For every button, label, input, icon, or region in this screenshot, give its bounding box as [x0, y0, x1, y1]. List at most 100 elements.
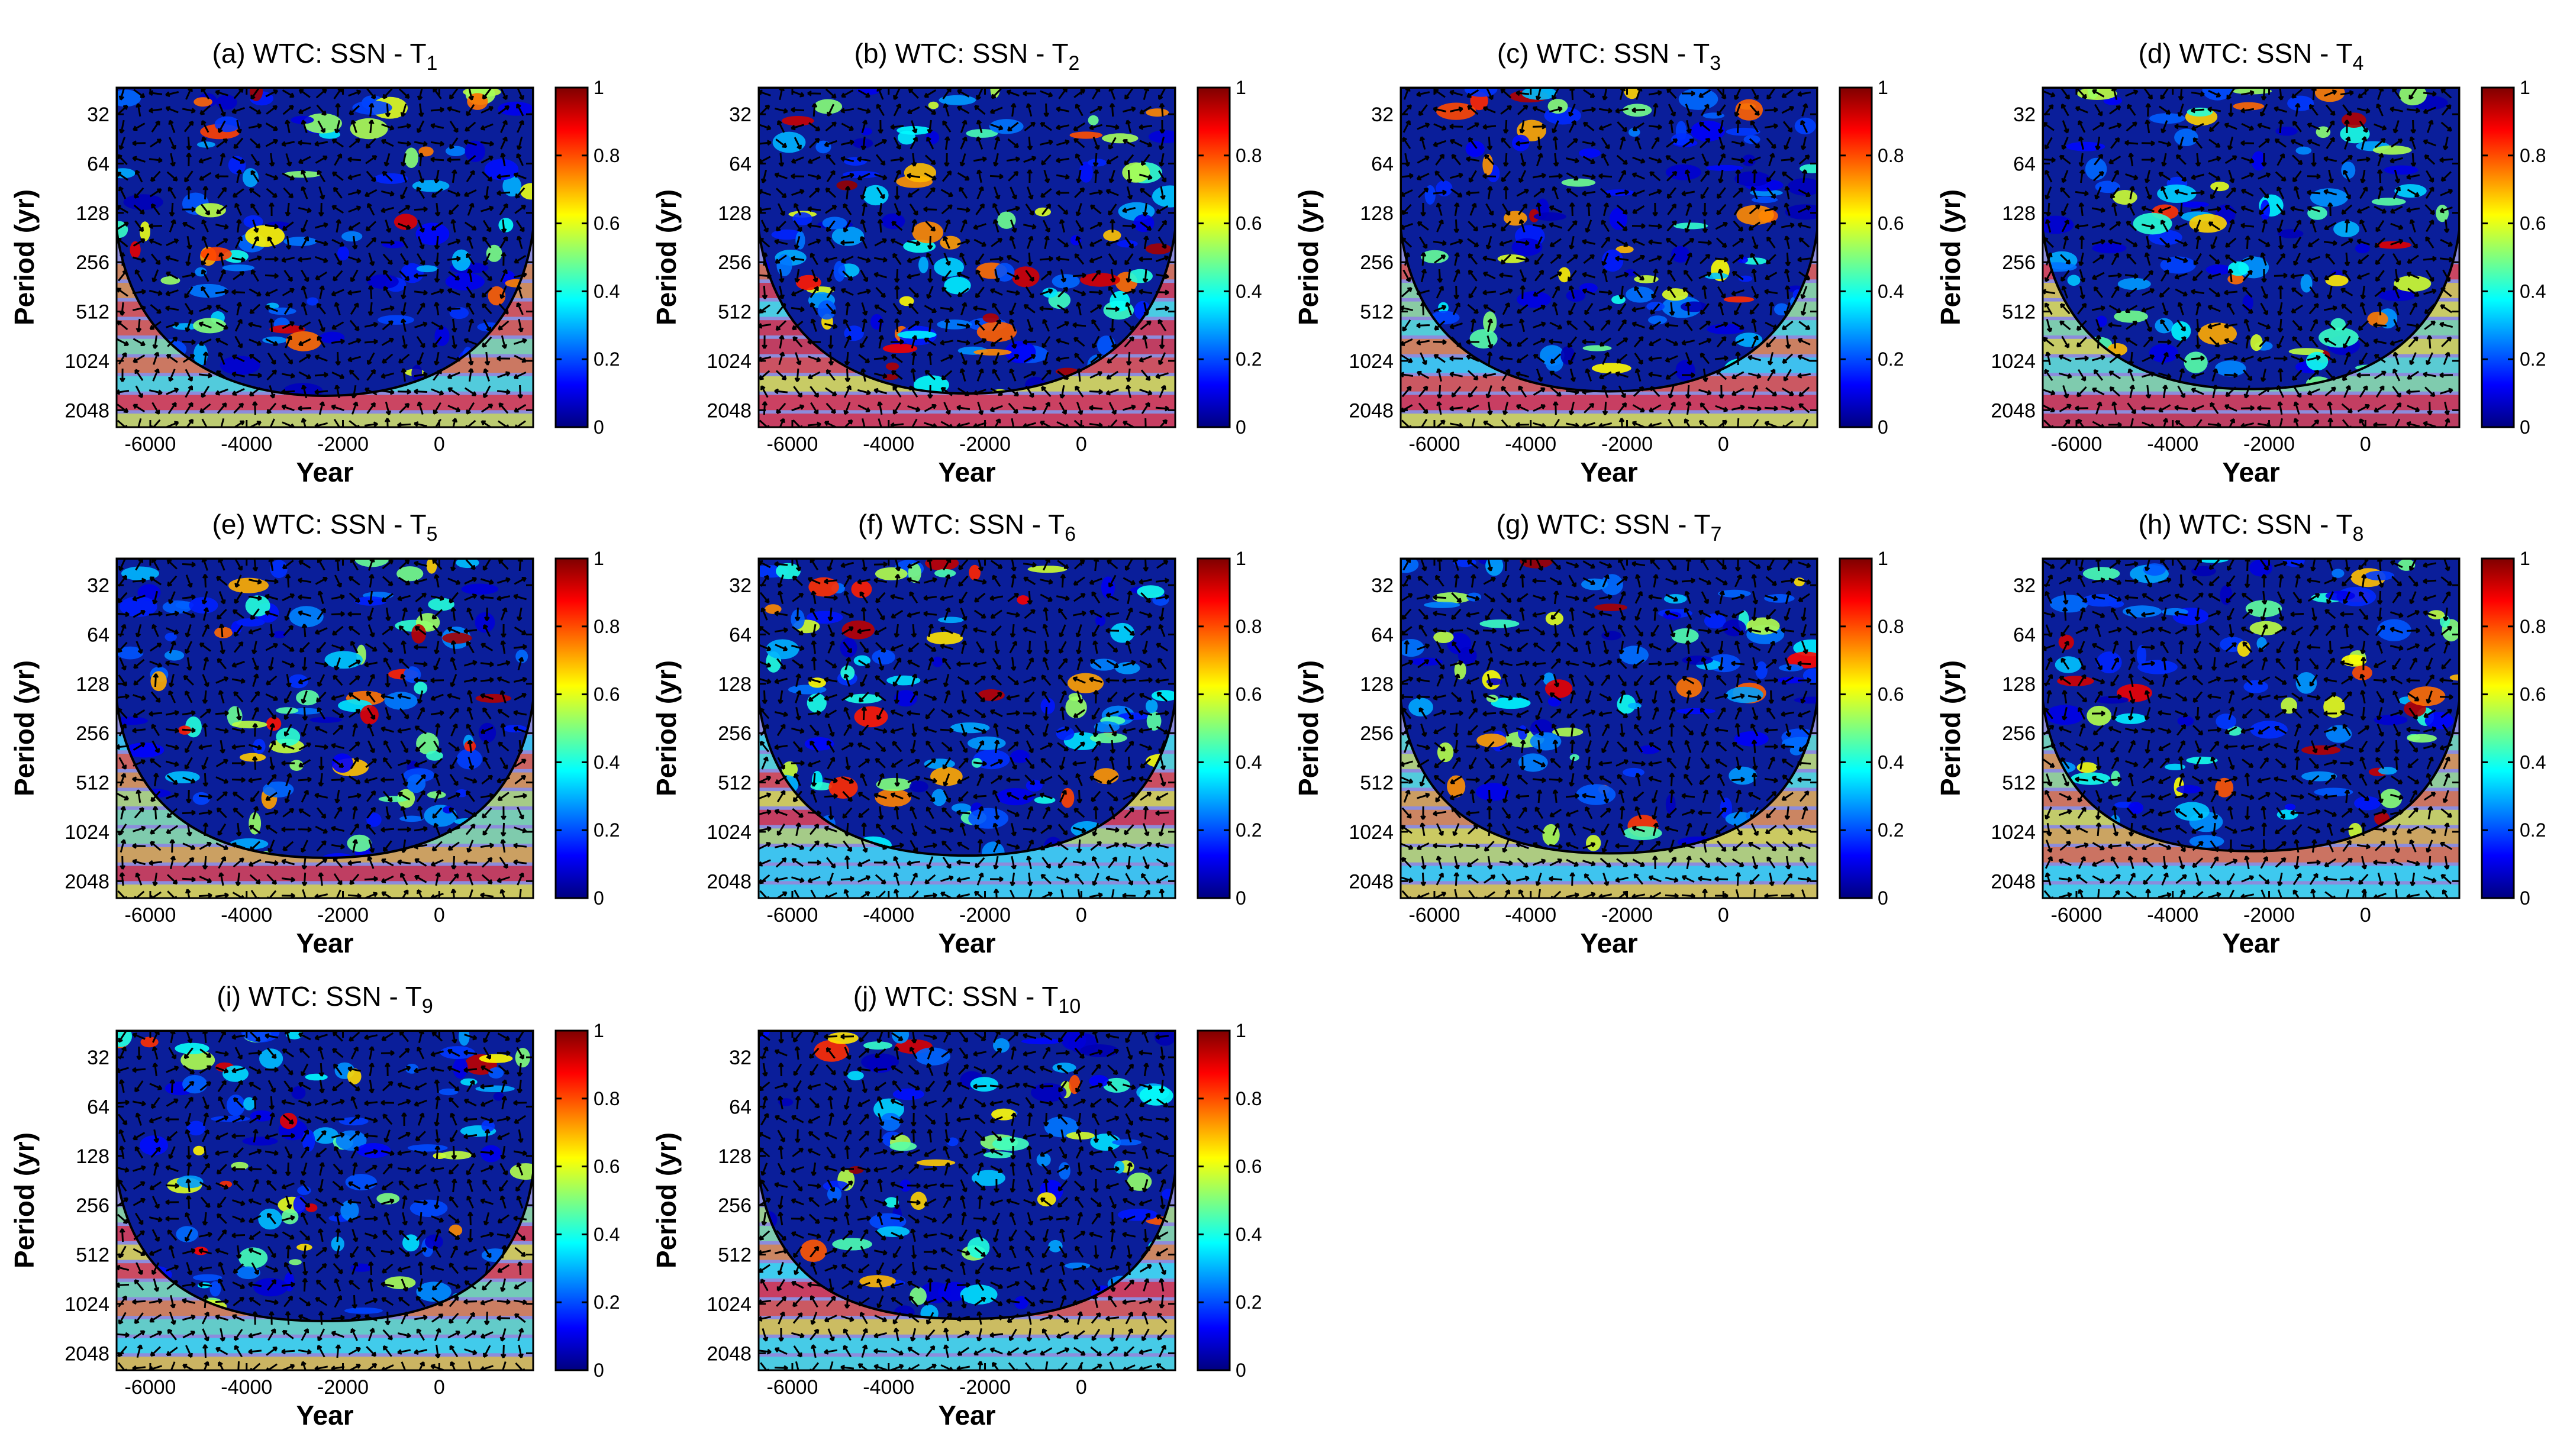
coherence-patch: [245, 225, 285, 247]
coherence-patch: [2250, 334, 2263, 351]
coherence-patch: [2085, 158, 2107, 180]
colorbar-tick-label: 0.8: [594, 616, 620, 637]
colorbar-tick-label: 0.4: [594, 751, 620, 773]
panel-title-main: (e) WTC: SSN - T: [212, 509, 427, 540]
x-axis-label: Year: [1580, 928, 1637, 958]
y-tick-label: 32: [1371, 574, 1394, 597]
coherence-patch: [332, 753, 353, 773]
coherence-patch: [912, 221, 944, 243]
colorbar-tick-label: 0.4: [594, 280, 620, 302]
y-tick-label: 256: [718, 722, 752, 745]
colorbar-tick-label: 0: [1236, 887, 1246, 909]
y-tick-label: 2048: [65, 399, 109, 422]
coherence-patch: [938, 617, 964, 624]
y-tick-label: 256: [1360, 251, 1394, 274]
plot-area: [2042, 554, 2466, 902]
coherence-patch: [124, 194, 163, 210]
y-tick-label: 128: [2002, 202, 2036, 225]
coherence-patch: [341, 231, 362, 241]
panel-title-subscript: 1: [427, 52, 438, 75]
plot-area: [105, 82, 543, 431]
colorbar-gradient: [1198, 558, 1230, 898]
y-tick-label: 32: [87, 104, 109, 126]
x-tick-label: -2000: [2243, 433, 2295, 456]
colorbar-tick-label: 0.8: [1236, 616, 1262, 637]
coherence-patch: [399, 816, 424, 822]
x-tick-label: -4000: [863, 904, 914, 926]
x-axis-label: Year: [938, 928, 995, 958]
y-tick-label: 128: [718, 673, 752, 696]
y-tick-label: 1024: [707, 350, 752, 373]
x-tick-label: 0: [1076, 904, 1087, 926]
colorbar-gradient: [556, 558, 588, 898]
x-tick-label: 0: [434, 433, 445, 456]
y-axis-label: Period (yr): [1293, 189, 1324, 325]
coherence-patch: [2315, 83, 2345, 102]
y-tick-label: 2048: [1349, 870, 1394, 893]
y-tick-label: 64: [2013, 153, 2036, 175]
colorbar-tick-label: 1: [1236, 548, 1246, 569]
coherence-patch: [1424, 602, 1460, 608]
coherence-patch: [875, 567, 908, 580]
coherence-patch: [240, 753, 266, 762]
coherence-patch: [2275, 127, 2297, 135]
coherence-patch: [2092, 243, 2126, 254]
plot-area: [2037, 78, 2474, 432]
coherence-patch: [1673, 222, 1708, 229]
coherence-patch: [910, 781, 928, 793]
coherence-patch: [2436, 205, 2449, 222]
x-tick-label: -4000: [221, 433, 272, 456]
coherence-patch: [347, 835, 371, 852]
colorbar-tick-label: 0.4: [1878, 751, 1904, 773]
y-tick-label: 64: [1371, 153, 1394, 175]
coherence-patch: [886, 363, 899, 370]
y-tick-label: 64: [87, 624, 109, 646]
coherence-patch: [1724, 296, 1755, 302]
panel-title-main: (g) WTC: SSN - T: [1497, 509, 1711, 540]
coherence-patch: [461, 584, 498, 595]
coherence-patch: [973, 349, 1011, 356]
panel-title-subscript: 2: [1069, 52, 1080, 75]
coherence-patch: [904, 163, 936, 182]
plot-area: [1392, 554, 1832, 902]
colorbar-tick-label: 1: [594, 548, 604, 569]
colorbar-tick-label: 0.8: [2520, 145, 2546, 166]
coherence-patch: [216, 95, 237, 109]
y-tick-label: 128: [718, 202, 752, 225]
coherence-patch: [2394, 276, 2431, 292]
coherence-patch: [1679, 88, 1718, 110]
coherence-patch: [1545, 679, 1572, 698]
y-tick-label: 64: [1371, 624, 1394, 646]
x-tick-label: -2000: [959, 433, 1011, 456]
colorbar-gradient: [1840, 558, 1872, 898]
y-tick-label: 2048: [707, 870, 752, 893]
colorbar: 00.20.40.60.81: [1840, 77, 1904, 438]
panel-title-main: (c) WTC: SSN - T: [1497, 38, 1710, 69]
coherence-patch: [228, 578, 269, 593]
y-tick-label: 64: [729, 153, 752, 175]
coherence-patch: [1146, 243, 1172, 254]
coherence-patch: [1437, 742, 1453, 762]
colorbar-tick-label: 1: [1878, 548, 1888, 569]
colorbar-tick-label: 1: [1236, 77, 1246, 98]
x-tick-label: -4000: [221, 904, 272, 926]
coherence-patch: [1785, 204, 1826, 219]
coherence-patch: [446, 146, 466, 156]
coherence-patch: [1017, 595, 1029, 605]
x-tick-label: 0: [1718, 433, 1729, 456]
y-tick-label: 1024: [65, 821, 109, 844]
coherence-patch: [934, 569, 956, 577]
x-tick-label: -6000: [766, 904, 818, 926]
coherence-patch: [844, 157, 867, 166]
y-tick-label: 32: [729, 574, 752, 597]
coherence-patch: [927, 632, 963, 645]
coherence-patch: [773, 132, 806, 153]
coherence-patch: [968, 737, 1006, 750]
x-axis-label: Year: [938, 457, 995, 488]
coherence-patch: [1068, 673, 1104, 693]
y-tick-label: 32: [87, 574, 109, 597]
